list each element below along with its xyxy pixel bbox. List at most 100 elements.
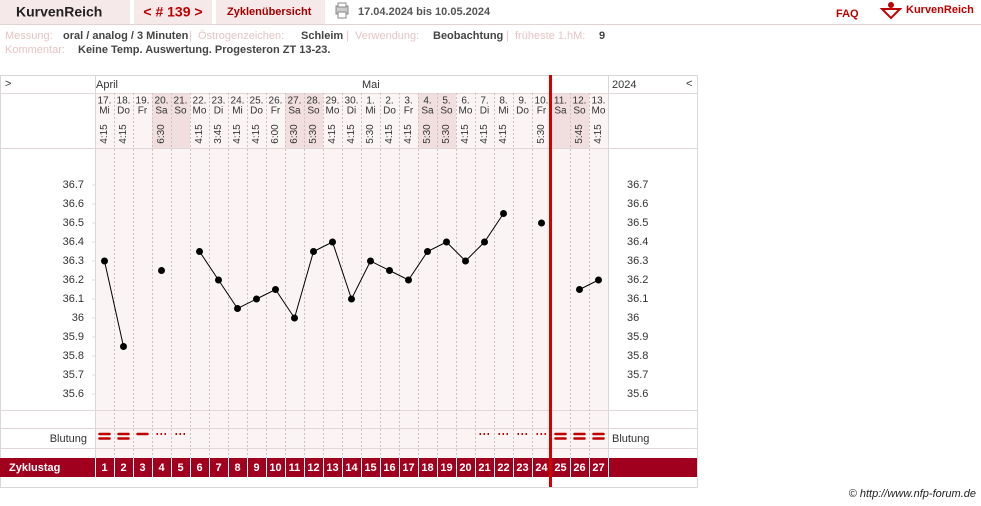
date-label: 4. [423,96,431,107]
date-label: 30. [345,96,359,107]
cycle-nav[interactable]: < # 139 > [143,4,202,20]
time-label: 4:15 [593,124,604,144]
date-label: 6. [461,96,469,107]
cycle-day-number: 27 [592,462,604,474]
weekend-column [304,93,323,148]
temperature-point [101,257,108,265]
info-label: früheste 1.hM: [515,30,585,42]
bleeding-mark [592,432,605,440]
date-label: 11. [554,96,567,107]
weekday-label: Fr [271,106,281,117]
time-label: 4:15 [384,124,395,144]
y-tick-label: 35.8 [63,350,84,362]
nav-next[interactable]: < [686,78,692,90]
temperature-point [481,238,488,246]
month-label: April [96,79,118,91]
bleeding-label: Blutung [50,433,87,445]
year-label: 2024 [612,79,636,91]
temperature-point [158,267,165,274]
weekday-label: Fr [537,106,547,117]
date-label: 26. [269,96,283,107]
y-tick-label-right: 35.8 [627,350,648,362]
time-label: 5:45 [574,124,585,144]
date-label: 19. [136,96,150,107]
logo-box [0,0,130,24]
date-range: 17.04.2024 bis 10.05.2024 [358,6,491,18]
cycle-day-number: 7 [215,462,221,474]
y-tick-label-right: 35.6 [627,388,648,400]
printer-icon[interactable] [335,2,349,19]
cycle-day-number: 9 [253,462,259,474]
temperature-point [595,276,602,284]
y-tick-label: 36.4 [63,236,84,248]
y-tick-label-right: 36.4 [627,236,648,248]
time-label: 5:30 [422,124,433,144]
date-label: 12. [573,96,587,107]
temperature-point [120,343,127,350]
cycle-day-number: 25 [554,462,566,474]
time-label: 4:15 [460,124,471,144]
date-label: 29. [326,96,340,107]
time-label: 4:15 [346,124,357,144]
date-label: 20. [155,96,169,107]
temperature-line [579,279,599,290]
y-tick-label-right: 36.2 [627,274,648,286]
y-tick-label: 36.6 [63,198,84,210]
y-tick-label-right: 36 [627,312,639,324]
y-tick-label-right: 35.7 [627,369,648,381]
temperature-point [576,286,583,293]
time-label: 5:30 [365,124,376,144]
y-tick-label: 35.6 [63,388,84,400]
cycle-day-number: 22 [497,462,509,474]
weekday-label: Di [214,106,223,117]
y-tick-label-right: 36.1 [627,293,648,305]
y-tick-label-right: 35.9 [627,331,648,343]
temperature-point [500,210,507,217]
cycle-day-number: 1 [101,462,107,474]
temperature-point [424,248,431,255]
weekday-label: Sa [421,106,434,117]
temperature-point [272,286,279,293]
cycle-day-number: 2 [120,462,126,474]
temperature-point [462,257,469,265]
weekday-label: Mo [193,106,207,117]
weekday-label: Do [250,106,263,117]
cycle-day-number: 23 [516,462,528,474]
weekday-label: Fr [404,106,414,117]
y-tick-label-right: 36.7 [627,179,648,191]
time-label: 4:15 [99,124,110,144]
time-label: 4:15 [403,124,414,144]
time-label: 5:30 [441,124,452,144]
cycle-day-number: 12 [307,462,319,474]
logo[interactable]: KurvenReich [16,4,102,20]
time-label: 4:15 [194,124,205,144]
cycle-day-number: 6 [196,462,202,474]
overview-link[interactable]: Zyklenübersicht [227,6,312,18]
y-tick-label: 36.5 [63,217,84,229]
y-tick-label: 36.1 [63,293,84,305]
separator: | [346,30,349,42]
cycle-day-number: 10 [269,462,281,474]
time-label: 6:30 [156,124,167,144]
nav-box [134,0,212,24]
nav-prev[interactable]: > [5,78,11,90]
temperature-point [405,276,412,284]
y-tick-label: 36 [72,312,84,324]
temperature-point [291,314,298,322]
cycle-day-number: 16 [383,462,395,474]
weekday-label: Do [117,106,130,117]
weekday-label: Mi [498,106,509,117]
cycle-day-number: 11 [289,462,301,474]
weekend-column [171,93,190,148]
date-label: 5. [442,96,450,107]
y-tick-label-right: 36.6 [627,198,648,210]
weekend-column [570,93,589,148]
separator: | [506,30,509,42]
cycle-day-number: 24 [535,462,548,474]
faq-link[interactable]: FAQ [836,8,859,20]
weekday-label: Mi [232,106,243,117]
weekend-column [437,93,456,148]
brand[interactable]: KurvenReich [906,4,974,16]
brand-icon [879,2,903,20]
